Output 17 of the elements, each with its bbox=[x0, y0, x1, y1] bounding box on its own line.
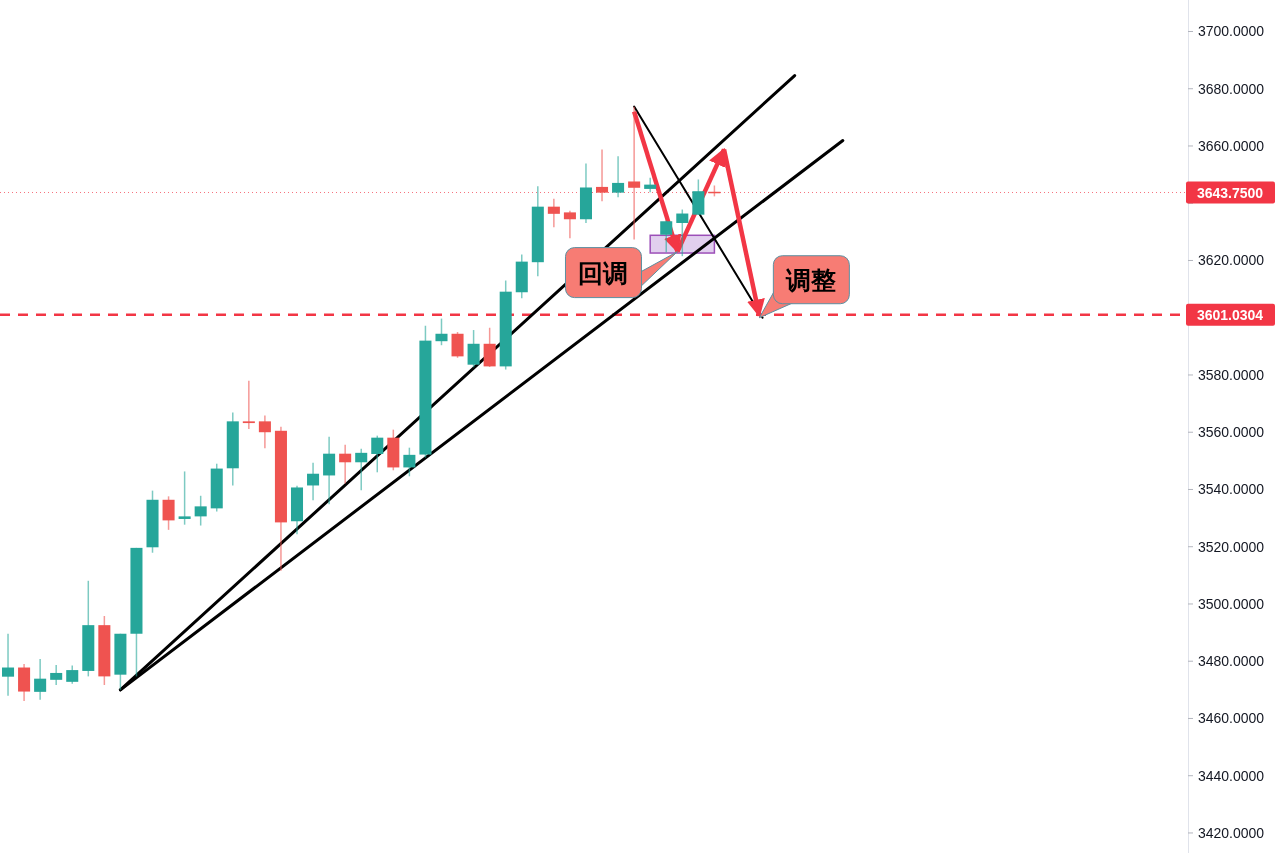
y-tick-label: 3420.0000 bbox=[1197, 824, 1265, 841]
y-tick-label: 3700.0000 bbox=[1197, 23, 1265, 40]
y-tick-label: 3460.0000 bbox=[1197, 710, 1265, 727]
y-tick-label: 3560.0000 bbox=[1197, 424, 1265, 441]
y-tick-label: 3680.0000 bbox=[1197, 80, 1265, 97]
y-tick-label: 3660.0000 bbox=[1197, 137, 1265, 154]
ref-line-label: 3643.7500 bbox=[1196, 185, 1264, 201]
y-tick-label: 3620.0000 bbox=[1197, 252, 1265, 269]
y-tick-label: 3520.0000 bbox=[1197, 538, 1265, 555]
annotation: 回调 bbox=[578, 258, 629, 287]
y-tick-label: 3580.0000 bbox=[1197, 366, 1265, 383]
y-tick-label: 3540.0000 bbox=[1197, 481, 1265, 498]
y-tick-label: 3500.0000 bbox=[1197, 595, 1265, 612]
ref-line-label: 3601.0304 bbox=[1196, 307, 1264, 324]
annotation: 调整 bbox=[785, 265, 837, 294]
y-tick-label: 3480.0000 bbox=[1197, 653, 1265, 670]
y-tick-label: 3440.0000 bbox=[1197, 767, 1265, 784]
